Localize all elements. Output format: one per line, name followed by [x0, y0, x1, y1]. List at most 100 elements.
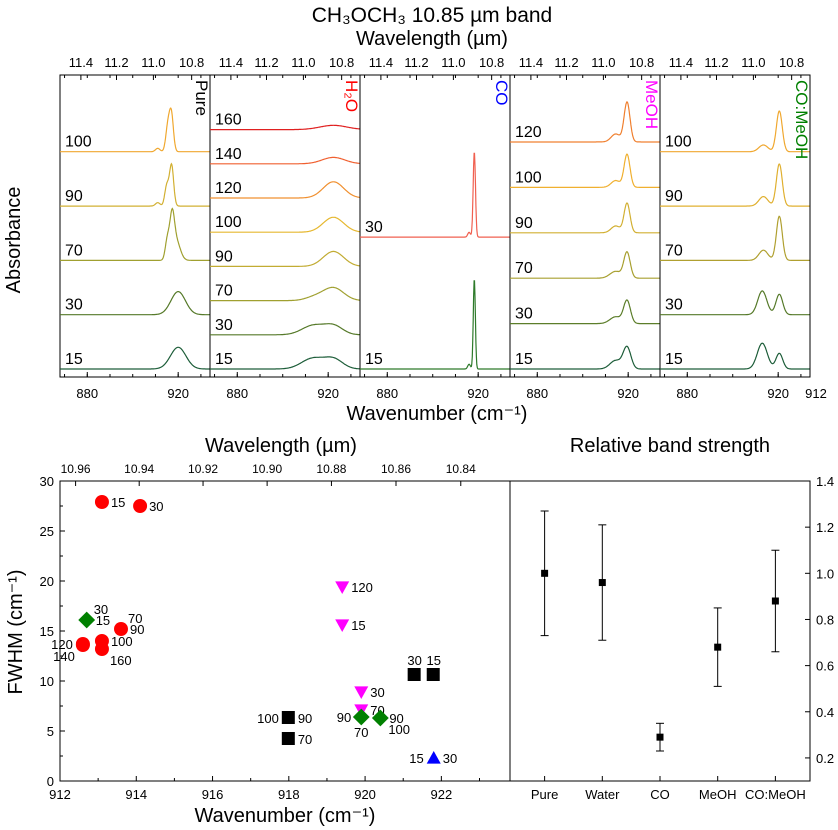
- triangle-down-marker: [335, 619, 350, 632]
- x-tick-label: 880: [376, 386, 398, 401]
- x-tick-label: 920: [467, 386, 489, 401]
- x-tick-label: 920: [617, 386, 639, 401]
- x-tick-label: 920: [354, 787, 376, 802]
- x2-tick-label: 10.8: [479, 55, 504, 70]
- x-tick-label: 880: [526, 386, 548, 401]
- panel-label: CO:MeOH: [792, 80, 811, 159]
- point-label: 30: [94, 602, 108, 617]
- square-marker: [407, 668, 421, 681]
- diamond-marker: [78, 611, 96, 629]
- spectrum-line: [210, 356, 360, 370]
- top-title: CH₃OCH₃ 10.85 µm band: [312, 4, 552, 27]
- x2-tick-label: 11.0: [741, 55, 765, 70]
- diamond-marker: [352, 708, 370, 726]
- x2-tick-label: 10.90: [252, 462, 282, 476]
- spectrum-panel-0: 880 920 11.4 11.2 11.0 10.8 15 30 70 90 100 Pure: [59, 55, 211, 401]
- temperature-label: 90: [515, 215, 533, 232]
- y-tick-label: 0: [47, 774, 54, 789]
- temperature-label: 15: [365, 351, 383, 368]
- circle-marker: [94, 642, 109, 656]
- y-tick-label: 30: [40, 474, 54, 489]
- series-co: 15 30: [409, 751, 457, 766]
- x-tick-label: MeOH: [699, 787, 737, 802]
- spectrum-line: [360, 280, 510, 370]
- circle-marker: [133, 499, 148, 513]
- x-tick-label: 920: [317, 386, 339, 401]
- spectrum-line: [510, 153, 660, 188]
- x-tick-label: 920: [167, 386, 189, 401]
- x2-tick-label: 10.8: [629, 55, 654, 70]
- circle-marker: [94, 495, 109, 509]
- x2-tick-label: 11.2: [404, 55, 428, 70]
- point-label: 30: [443, 751, 457, 766]
- bottom-left-title: Wavelength (µm): [205, 435, 357, 457]
- x2-tick-label: 11.0: [591, 55, 615, 70]
- strength-point: [771, 597, 779, 605]
- y-tick-label: 25: [40, 524, 54, 539]
- point-label: 15: [409, 751, 423, 766]
- point-label: 90: [337, 710, 351, 725]
- spectrum-line: [60, 207, 210, 261]
- triangle-up-marker: [426, 751, 441, 764]
- x2-tick-label: 11.0: [441, 55, 465, 70]
- x-tick-label: 920: [767, 386, 789, 401]
- spectrum-line: [210, 286, 360, 302]
- temperature-label: 30: [365, 219, 383, 236]
- spectrum-line: [210, 216, 360, 233]
- y-tick-label: 5: [47, 724, 54, 739]
- diamond-marker: [371, 709, 389, 727]
- top-wavelength-label: Wavelength (µm): [356, 28, 508, 50]
- triangle-down-marker: [354, 686, 369, 699]
- x2-tick-label: 11.4: [69, 55, 93, 70]
- x2-tick-label: 11.4: [369, 55, 393, 70]
- point-label: 30: [407, 653, 421, 668]
- spectrum-line: [660, 215, 810, 261]
- strength-point: [541, 569, 549, 577]
- y-tick-label: 15: [40, 624, 54, 639]
- x2-tick-label: 11.4: [669, 55, 693, 70]
- spectrum-line: [210, 156, 360, 165]
- temperature-label: 160: [215, 112, 242, 129]
- temperature-label: 30: [65, 297, 83, 314]
- spectrum-line: [60, 291, 210, 316]
- y-tick-label: 1.2: [816, 520, 834, 535]
- temperature-label: 120: [515, 124, 542, 141]
- spectrum-line: [510, 101, 660, 143]
- point-label: 100: [111, 634, 133, 649]
- panel-frame: [59, 74, 211, 378]
- x2-tick-label: 10.92: [188, 462, 218, 476]
- x-tick-label: 880: [76, 386, 98, 401]
- x-tick-label: 914: [125, 787, 147, 802]
- point-label: 30: [370, 685, 384, 700]
- spectrum-line: [660, 163, 810, 207]
- temperature-label: 100: [665, 134, 692, 151]
- x2-tick-label: 10.86: [381, 462, 411, 476]
- bottom-right-title: Relative band strength: [570, 435, 770, 457]
- temperature-label: 15: [215, 351, 233, 368]
- top-x-label: Wavenumber (cm⁻¹): [347, 403, 528, 425]
- x-tick-label: Pure: [531, 787, 558, 802]
- x2-tick-label: 11.2: [554, 55, 578, 70]
- top-y-label: Absorbance: [3, 187, 25, 294]
- temperature-label: 90: [215, 248, 233, 265]
- y-tick-label: 20: [40, 574, 54, 589]
- point-label: 15: [426, 653, 440, 668]
- spectrum-line: [660, 342, 810, 370]
- x2-tick-label: 10.8: [779, 55, 804, 70]
- x2-tick-label: 10.84: [446, 462, 476, 476]
- x2-tick-label: 11.2: [704, 55, 728, 70]
- point-label: 70: [128, 611, 142, 626]
- panel-label: H₂O: [342, 80, 361, 112]
- point-label: 30: [149, 499, 163, 514]
- temperature-label: 100: [65, 134, 92, 151]
- spectrum-line: [510, 250, 660, 279]
- y-tick-label: 0.2: [816, 751, 834, 766]
- spectrum-line: [210, 124, 360, 131]
- temperature-label: 90: [665, 188, 683, 205]
- strength-point: [598, 579, 606, 587]
- x-tick-label: 922: [431, 787, 453, 802]
- spectrum-line: [210, 250, 360, 267]
